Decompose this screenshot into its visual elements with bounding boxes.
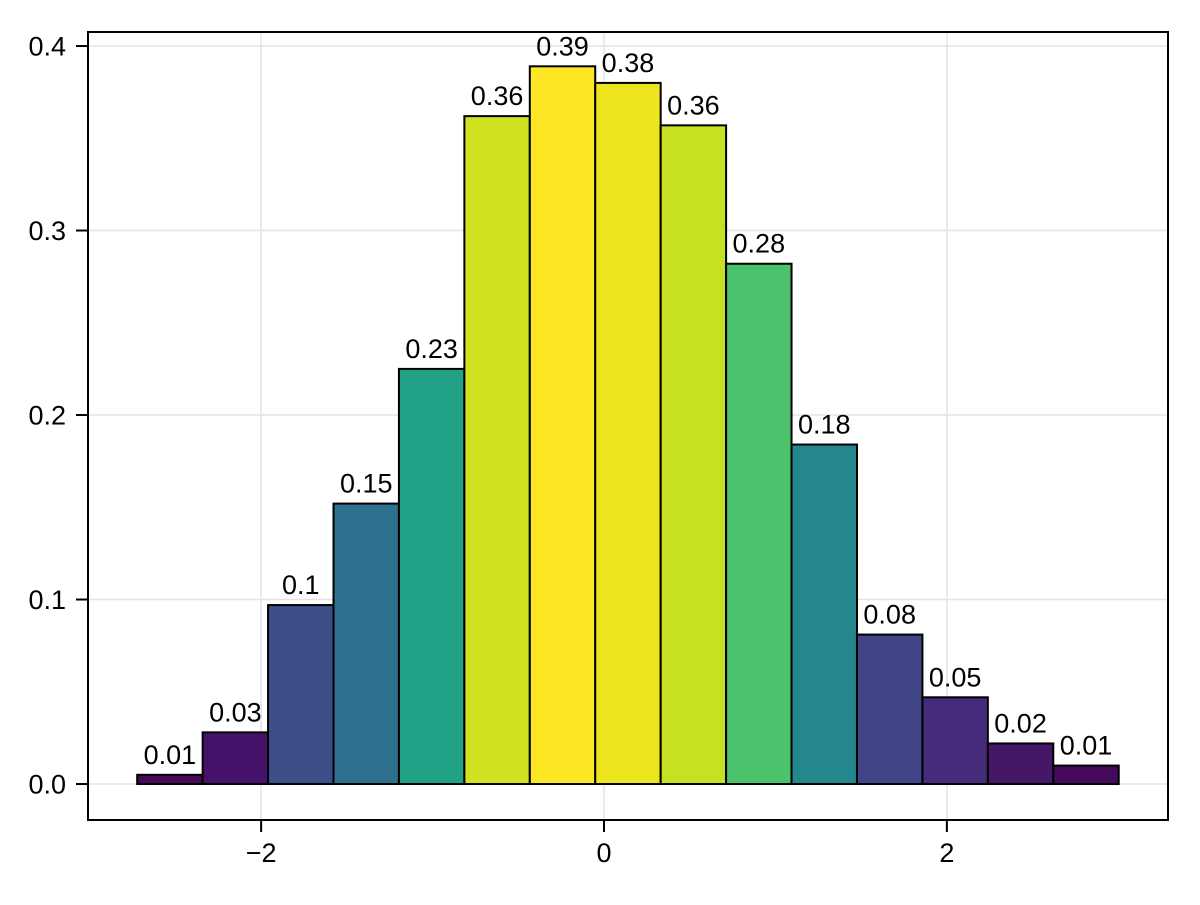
bar-value-label: 0.1 <box>282 570 320 600</box>
x-tick-labels: −2 0 2 <box>246 838 955 868</box>
bar <box>397 367 466 786</box>
bar-value-label: 0.15 <box>340 469 393 499</box>
y-tick-label: 0.4 <box>28 32 66 62</box>
bar-value-label: 0.36 <box>667 90 720 120</box>
bar-value-label: 0.05 <box>929 662 982 692</box>
bar <box>201 731 270 786</box>
y-tick-label: 0.2 <box>28 401 66 431</box>
x-tick-label: 2 <box>939 838 954 868</box>
bar-value-label: 0.28 <box>733 229 786 259</box>
bar-value-label: 0.02 <box>994 708 1047 738</box>
bar-value-label: 0.08 <box>863 600 916 630</box>
bar-value-label: 0.38 <box>602 48 655 78</box>
bar <box>136 773 204 786</box>
plot-frame <box>87 31 1169 821</box>
bar <box>463 115 531 786</box>
bar-value-label: 0.36 <box>471 81 524 111</box>
axis-ticks <box>76 45 948 832</box>
bar <box>659 124 728 786</box>
bar <box>986 742 1055 786</box>
bar <box>332 502 400 786</box>
bar <box>790 443 858 786</box>
bar <box>528 65 597 786</box>
bar <box>855 633 924 786</box>
bar <box>921 696 989 786</box>
bar-value-label: 0.23 <box>405 334 458 364</box>
x-tick-label: −2 <box>246 838 277 868</box>
bar-value-label: 0.39 <box>536 31 589 61</box>
bar-value-label: 0.01 <box>1060 731 1113 761</box>
bar <box>267 604 335 786</box>
bar-value-label: 0.01 <box>144 740 197 770</box>
bar-value-label: 0.18 <box>798 410 851 440</box>
y-tick-label: 0.3 <box>28 216 66 246</box>
x-tick-label: 0 <box>596 838 611 868</box>
bar <box>725 262 793 786</box>
bars <box>136 65 1120 786</box>
y-tick-label: 0.0 <box>28 770 66 800</box>
bar-value-label: 0.03 <box>209 697 262 727</box>
bar-labels: 0.01 0.03 0.1 0.15 0.23 0.36 0.39 0.38 0.36 0.28 0… <box>144 31 1113 769</box>
axis-spines <box>87 31 1169 821</box>
bar <box>594 81 662 786</box>
y-tick-labels: 0.0 0.1 0.2 0.3 0.4 <box>28 32 66 800</box>
bar <box>1052 764 1120 786</box>
y-tick-label: 0.1 <box>28 585 66 615</box>
